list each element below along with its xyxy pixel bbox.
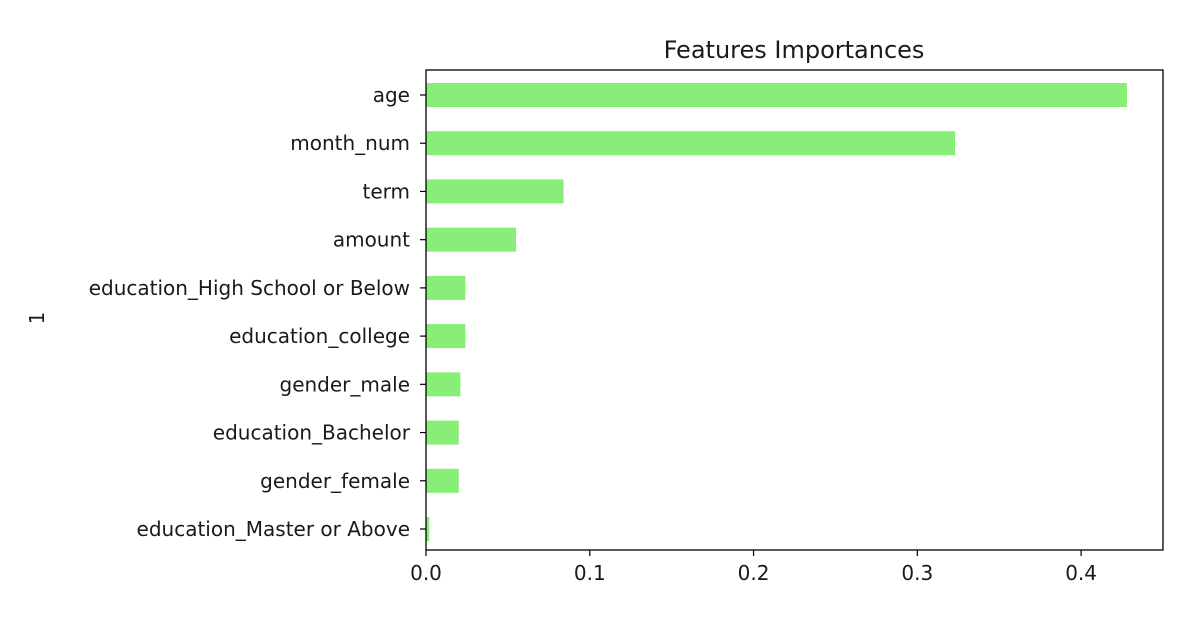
category-label-2: term (363, 179, 411, 203)
category-label-6: gender_male (280, 372, 411, 396)
x-axis-ticks: 0.0 0.1 0.2 0.3 0.4 (410, 550, 1097, 585)
x-tick-label-3: 0.3 (901, 561, 933, 585)
y-axis-label: 1 (25, 312, 49, 325)
category-label-7: education_Bachelor (213, 421, 411, 445)
x-tick-label-2: 0.2 (738, 561, 770, 585)
category-label-1: month_num (290, 131, 410, 155)
chart-title: Features Importances (664, 36, 925, 64)
category-label-5: education_college (229, 324, 410, 348)
category-label-3: amount (333, 228, 410, 252)
bar-8 (426, 468, 459, 493)
bars-group (426, 83, 1127, 541)
x-tick-label-0: 0.0 (410, 561, 442, 585)
bar-6 (426, 372, 461, 397)
x-tick-label-1: 0.1 (574, 561, 606, 585)
bar-4 (426, 275, 466, 300)
bar-7 (426, 420, 459, 445)
category-label-0: age (373, 83, 410, 107)
x-tick-label-4: 0.4 (1065, 561, 1097, 585)
bar-2 (426, 179, 564, 204)
category-label-8: gender_female (260, 469, 410, 493)
plot-area-frame (425, 69, 1164, 551)
category-label-9: education_Master or Above (137, 517, 410, 541)
category-label-4: education_High School or Below (89, 276, 410, 300)
bar-9 (426, 517, 430, 541)
bar-5 (426, 324, 466, 349)
bar-3 (426, 227, 517, 252)
bar-1 (426, 131, 956, 156)
bar-0 (426, 83, 1127, 107)
